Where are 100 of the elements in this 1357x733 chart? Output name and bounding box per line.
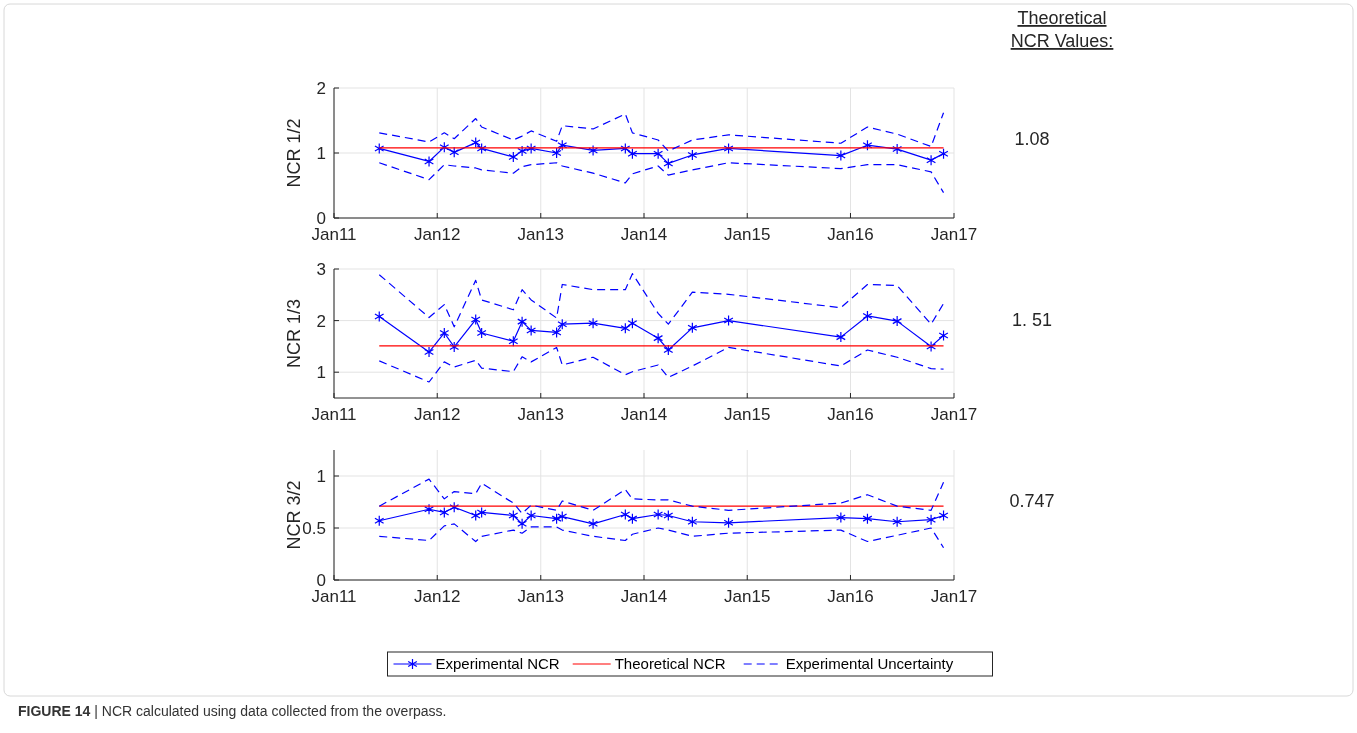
- y-axis-title: NCR 1/2: [284, 118, 304, 188]
- text: Theoretical NCR Values:: [1010, 8, 1114, 51]
- point: [424, 155, 434, 168]
- legend-label: Experimental Uncertainty: [785, 655, 954, 672]
- point: [723, 517, 734, 529]
- point: [439, 327, 450, 339]
- point: [476, 506, 487, 518]
- point: [653, 148, 664, 160]
- point: [892, 143, 903, 155]
- point: [449, 146, 460, 158]
- point: [862, 513, 873, 525]
- point: [892, 315, 903, 327]
- point: [723, 315, 734, 327]
- x-tick-label: Jan16: [827, 587, 874, 606]
- line-series: [378, 523, 945, 549]
- point: [663, 157, 674, 169]
- point: [517, 518, 528, 530]
- legend-label: Theoretical NCR: [614, 655, 726, 672]
- point: [470, 509, 481, 522]
- point: [588, 317, 599, 329]
- point: [508, 335, 519, 347]
- line-series: [378, 478, 945, 515]
- x-tick-label: Jan17: [930, 405, 978, 424]
- point: [620, 508, 631, 521]
- caption: FIGURE 14 | NCR calculated using data collected from the overpass.: [18, 703, 447, 719]
- point: [517, 145, 528, 157]
- point: [835, 512, 846, 524]
- x-tick-label: Jan12: [414, 587, 461, 606]
- point: [926, 514, 937, 526]
- point: [439, 141, 450, 153]
- point: [723, 142, 734, 155]
- legend-label: Experimental NCR: [435, 655, 560, 672]
- point: [862, 139, 873, 151]
- point: [526, 142, 537, 155]
- y-axis-title: NCR 1/3: [284, 298, 304, 369]
- text: 1.08: [1014, 129, 1050, 149]
- point: [551, 513, 562, 525]
- x-tick-label: Jan12: [414, 225, 461, 244]
- x-tick-label: Jan14: [620, 225, 668, 244]
- point: [620, 142, 631, 155]
- line-series: [378, 162, 945, 194]
- x-tick-label: Jan12: [414, 405, 461, 424]
- x-tick-label: Jan15: [724, 587, 771, 606]
- y-tick-label: 2: [316, 79, 326, 98]
- point: [938, 509, 949, 522]
- point: [938, 329, 949, 342]
- point: [835, 150, 846, 162]
- point: [687, 149, 698, 161]
- line-series: [378, 346, 945, 383]
- point: [627, 317, 638, 329]
- point: [835, 331, 846, 343]
- point: [424, 346, 434, 358]
- point: [663, 509, 674, 522]
- y-tick-label: 1: [316, 363, 326, 383]
- y-tick-label: 0.5: [302, 519, 326, 538]
- x-tick-label: Jan13: [517, 405, 564, 424]
- y-axis-title: NCR 3/2: [284, 480, 304, 550]
- x-tick-label: Jan14: [620, 405, 668, 424]
- point: [588, 144, 599, 156]
- x-tick-label: Jan16: [827, 405, 874, 424]
- point: [526, 509, 537, 522]
- x-tick-label: Jan11: [311, 405, 357, 424]
- point: [938, 148, 949, 160]
- point: [439, 506, 450, 518]
- point: [588, 518, 599, 530]
- point: [374, 142, 385, 155]
- text: 0.747: [1009, 491, 1055, 511]
- point: [627, 148, 638, 160]
- point: [663, 344, 674, 356]
- point: [620, 322, 631, 334]
- y-tick-label: 1: [316, 467, 326, 486]
- point: [862, 310, 873, 322]
- x-tick-label: Jan15: [724, 405, 771, 424]
- y-tick-label: 1: [316, 144, 326, 163]
- y-tick-label: 0: [316, 209, 326, 228]
- point: [470, 313, 481, 326]
- point: [476, 142, 487, 155]
- point: [687, 322, 698, 334]
- point: [508, 509, 519, 522]
- point: [653, 332, 664, 344]
- point: [449, 501, 460, 513]
- x-tick-label: Jan13: [517, 587, 564, 606]
- point: [508, 151, 519, 163]
- point: [374, 310, 385, 323]
- x-tick-label: Jan15: [724, 225, 771, 244]
- point: [374, 515, 385, 527]
- point: [926, 154, 937, 166]
- y-tick-label: 2: [316, 311, 326, 331]
- point: [653, 508, 664, 521]
- x-tick-label: Jan14: [620, 587, 668, 606]
- point: [926, 340, 937, 352]
- point: [892, 516, 903, 528]
- x-tick-label: Jan11: [311, 587, 357, 606]
- point: [687, 516, 698, 528]
- line-series: [378, 112, 945, 152]
- point: [449, 341, 460, 353]
- point: [557, 510, 568, 523]
- point: [470, 137, 481, 149]
- x-tick-label: Jan17: [930, 225, 978, 244]
- x-tick-label: Jan17: [930, 587, 978, 606]
